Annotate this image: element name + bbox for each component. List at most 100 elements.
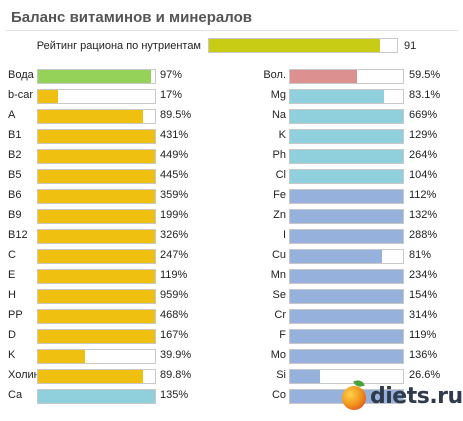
nutrient-value: 59.5% xyxy=(409,69,441,81)
left-nutrient-row: PP 468% xyxy=(0,307,463,327)
rating-value: 91 xyxy=(404,40,417,52)
right-nutrient-row: Mo 136% xyxy=(0,347,463,367)
nutrient-bar-fill xyxy=(38,110,143,123)
nutrient-value: 97% xyxy=(160,69,183,81)
nutrient-bar-fill xyxy=(290,190,403,203)
right-nutrient-row: F 119% xyxy=(0,327,463,347)
nutrient-bar xyxy=(289,289,404,304)
nutrient-bar xyxy=(289,329,404,344)
nutrient-bar-fill xyxy=(290,250,382,263)
nutrient-bar-fill xyxy=(38,310,155,323)
nutrient-bar-fill xyxy=(290,70,358,83)
nutrient-label: Холин xyxy=(8,369,40,381)
nutrient-bar xyxy=(289,89,404,104)
nutrient-bar-fill xyxy=(290,370,321,383)
nutrient-bar-fill xyxy=(38,390,155,403)
right-nutrient-row: Mg 83.1% xyxy=(0,87,463,107)
nutrient-label: Si xyxy=(276,369,286,381)
nutrient-bar xyxy=(289,69,404,84)
right-nutrient-row: I 288% xyxy=(0,227,463,247)
nutrient-bar xyxy=(289,249,404,264)
nutrient-value: 39.9% xyxy=(160,349,192,361)
nutrient-bar-fill xyxy=(38,350,85,363)
left-nutrient-row: Вода 97% xyxy=(0,67,463,87)
nutrient-value: 247% xyxy=(160,249,189,261)
nutrient-bar-fill xyxy=(290,90,384,103)
nutrient-value: 314% xyxy=(409,309,438,321)
nutrient-bar-fill xyxy=(290,230,403,243)
nutrient-bar-fill xyxy=(290,170,403,183)
brand-logo-text: diets.ru xyxy=(370,384,463,409)
nutrient-bar-fill xyxy=(290,290,403,303)
nutrient-label: Ca xyxy=(8,389,23,401)
nutrient-bar-fill xyxy=(38,270,155,283)
nutrient-label: F xyxy=(279,329,286,341)
nutrient-value: 135% xyxy=(160,389,189,401)
page-title: Баланс витаминов и минералов xyxy=(11,9,252,26)
nutrient-value: 288% xyxy=(409,229,438,241)
nutrient-value: 445% xyxy=(160,169,189,181)
nutrient-bar-fill xyxy=(290,130,403,143)
nutrient-label: B6 xyxy=(8,189,22,201)
nutrient-bar-fill xyxy=(290,330,403,343)
nutrient-label: Mn xyxy=(270,269,286,281)
nutrient-bar xyxy=(289,109,404,124)
right-nutrient-row: Cr 314% xyxy=(0,307,463,327)
nutrient-bar-fill xyxy=(38,90,58,103)
nutrient-bar-fill xyxy=(38,290,155,303)
nutrient-label: Na xyxy=(271,109,286,121)
right-nutrient-row: Ph 264% xyxy=(0,147,463,167)
nutrient-bar-fill xyxy=(38,130,155,143)
nutrient-label: Mg xyxy=(270,89,286,101)
nutrient-bar xyxy=(37,109,156,124)
nutrient-label: Вол. xyxy=(263,69,286,81)
title-divider xyxy=(6,30,458,31)
left-nutrient-row: K 39.9% xyxy=(0,347,463,367)
nutrient-bar-fill xyxy=(38,170,155,183)
left-nutrient-row: D 167% xyxy=(0,327,463,347)
nutrient-bar-fill xyxy=(38,190,155,203)
nutrient-value: 119% xyxy=(160,269,188,281)
right-nutrient-row: Se 154% xyxy=(0,287,463,307)
nutrient-bar xyxy=(289,209,404,224)
nutrient-bar xyxy=(37,209,156,224)
nutrient-bar-fill xyxy=(38,210,155,223)
nutrient-label: PP xyxy=(8,309,23,321)
left-nutrient-row: b-car 17% xyxy=(0,87,463,107)
nutrient-label: B1 xyxy=(8,129,22,141)
nutrient-bar-fill xyxy=(38,250,155,263)
nutrient-value: 104% xyxy=(409,169,438,181)
nutrient-bar-fill xyxy=(38,370,144,383)
nutrient-bar-fill xyxy=(38,150,155,163)
nutrient-bar xyxy=(37,189,156,204)
nutrient-bar xyxy=(289,349,404,364)
nutrient-bar-fill xyxy=(290,150,403,163)
nutrient-bar xyxy=(37,289,156,304)
right-nutrient-row: Si 26.6% xyxy=(0,367,463,387)
nutrient-bar xyxy=(289,129,404,144)
right-nutrient-row: Вол. 59.5% xyxy=(0,67,463,87)
nutrient-value: 326% xyxy=(160,229,189,241)
nutrient-label: Co xyxy=(271,389,286,401)
right-nutrient-row: Cu 81% xyxy=(0,247,463,267)
watermark: diets.ru xyxy=(340,378,463,416)
nutrient-label: A xyxy=(8,109,16,121)
left-nutrient-row: B12 326% xyxy=(0,227,463,247)
nutrient-value: 26.6% xyxy=(409,369,441,381)
nutrient-bar xyxy=(289,149,404,164)
nutrient-value: 959% xyxy=(160,289,189,301)
nutrient-label: Вода xyxy=(8,69,34,81)
nutrient-label: b-car xyxy=(8,89,34,101)
left-nutrient-row: C 247% xyxy=(0,247,463,267)
nutrient-value: 449% xyxy=(160,149,189,161)
nutrient-label: Cl xyxy=(275,169,286,181)
nutrient-bar xyxy=(37,89,156,104)
nutrient-label: Ph xyxy=(272,149,286,161)
nutrient-value: 129% xyxy=(409,129,438,141)
nutrient-bar-fill xyxy=(290,110,403,123)
nutrient-label: B5 xyxy=(8,169,22,181)
right-nutrient-row: Mn 234% xyxy=(0,267,463,287)
nutrient-label: E xyxy=(8,269,16,281)
nutrient-value: 154% xyxy=(409,289,438,301)
nutrient-bar-fill xyxy=(38,70,152,83)
